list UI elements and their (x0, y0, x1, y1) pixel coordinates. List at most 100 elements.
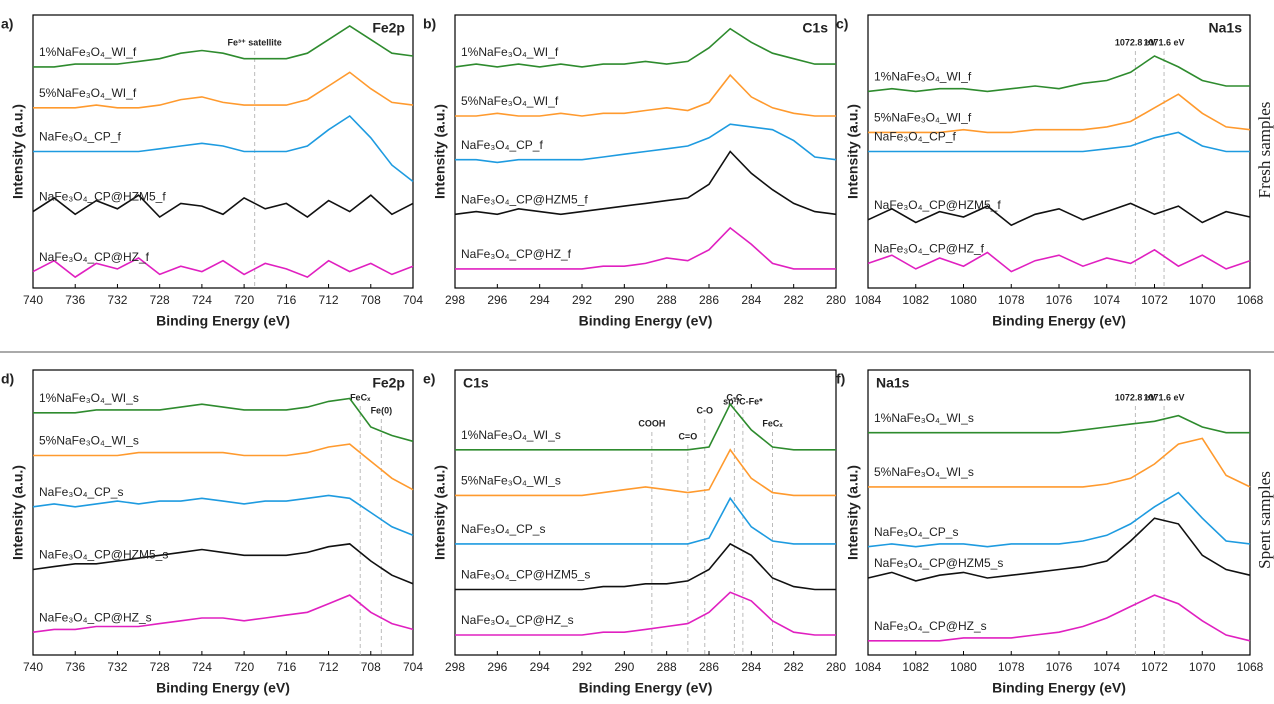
y-axis-label: Intensity (a.u.) (432, 104, 448, 199)
x-tick-label: 724 (192, 293, 212, 307)
element-label: Fe2p (372, 375, 405, 391)
series-label: NaFe₃O₄_CP@HZM5_s (874, 556, 1003, 570)
x-tick-label: 282 (784, 293, 804, 307)
series-label: NaFe₃O₄_CP_f (874, 130, 956, 144)
series-label: NaFe₃O₄_CP@HZ_s (39, 610, 152, 624)
spectrum-line (33, 114, 414, 183)
annotation: C-O (697, 405, 714, 415)
x-tick-label: 282 (784, 660, 804, 674)
spectrum-line (867, 248, 1251, 273)
annotation: 1072.8 eV (1115, 37, 1156, 47)
spectrum-line (867, 491, 1251, 548)
x-tick-label: 1076 (1046, 660, 1073, 674)
panel-label: e) (423, 371, 435, 387)
x-tick-label: 708 (361, 660, 381, 674)
spectrum-line (868, 93, 1251, 134)
x-tick-label: 1072 (1141, 660, 1168, 674)
x-tick-label: 1084 (855, 660, 882, 674)
annotation: 1072.8 eV (1115, 392, 1156, 402)
series-label: NaFe₃O₄_CP@HZ_s (461, 613, 574, 627)
spectrum-line (32, 494, 414, 537)
annotation: sp²/C-Fe* (723, 396, 763, 406)
x-tick-label: 1070 (1189, 660, 1216, 674)
spectrum-line (868, 131, 1250, 153)
x-tick-label: 712 (319, 660, 339, 674)
spectrum-line (32, 194, 414, 219)
y-axis-label: Intensity (a.u.) (10, 465, 26, 560)
series-label: 5%NaFe₃O₄_WI_s (39, 434, 139, 448)
series-label: 1%NaFe₃O₄_WI_s (39, 391, 139, 405)
annotation: FeCₓ (762, 418, 783, 428)
x-tick-label: 704 (403, 293, 423, 307)
x-tick-label: 728 (150, 293, 170, 307)
element-label: Na1s (1209, 20, 1243, 36)
element-label: C1s (463, 375, 489, 391)
x-tick-label: 728 (150, 660, 170, 674)
x-tick-label: 286 (699, 660, 719, 674)
x-tick-label: 1078 (998, 660, 1025, 674)
side-label: Fresh samples (1255, 102, 1274, 199)
series-label: 1%NaFe₃O₄_WI_f (874, 70, 972, 84)
series-label: 5%NaFe₃O₄_WI_s (874, 465, 974, 479)
spectrum-line (455, 542, 836, 591)
x-axis-label: Binding Energy (eV) (156, 313, 290, 329)
x-tick-label: 704 (403, 660, 423, 674)
annotation: COOH (638, 418, 665, 428)
plot-frame (32, 369, 414, 656)
x-tick-label: 1074 (1093, 660, 1120, 674)
series-label: 5%NaFe₃O₄_WI_f (461, 94, 559, 108)
series-label: NaFe₃O₄_CP@HZ_f (874, 242, 985, 256)
y-axis-label: Intensity (a.u.) (845, 465, 861, 560)
x-tick-label: 298 (445, 293, 465, 307)
series-label: NaFe₃O₄_CP_f (39, 130, 121, 144)
x-tick-label: 716 (276, 660, 296, 674)
annotation: C=O (678, 431, 697, 441)
x-tick-label: 286 (699, 293, 719, 307)
series-label: 1%NaFe₃O₄_WI_f (39, 45, 137, 59)
spectrum-line (455, 123, 837, 164)
annotation: 1071.6 eV (1144, 392, 1185, 402)
x-tick-label: 732 (107, 293, 127, 307)
x-tick-label: 740 (23, 660, 43, 674)
x-tick-label: 712 (319, 293, 339, 307)
x-tick-label: 724 (192, 660, 212, 674)
series-label: NaFe₃O₄_CP_s (39, 485, 123, 499)
x-tick-label: 736 (65, 293, 85, 307)
x-tick-label: 284 (741, 660, 761, 674)
spectrum-line (868, 594, 1251, 642)
x-axis-label: Binding Energy (eV) (579, 313, 713, 329)
series-label: 1%NaFe₃O₄_WI_f (461, 45, 559, 59)
x-tick-label: 708 (361, 293, 381, 307)
x-axis-label: Binding Energy (eV) (156, 680, 290, 696)
x-tick-label: 288 (657, 660, 677, 674)
series-label: NaFe₃O₄_CP_s (874, 525, 958, 539)
spectrum-line (867, 517, 1251, 582)
x-tick-label: 1078 (998, 293, 1025, 307)
spectrum-line (868, 437, 1251, 488)
x-axis-label: Binding Energy (eV) (992, 680, 1126, 696)
y-axis-label: Intensity (a.u.) (432, 465, 448, 560)
x-tick-label: 1074 (1093, 293, 1120, 307)
spectrum-line (867, 202, 1251, 227)
x-tick-label: 294 (530, 660, 550, 674)
x-tick-label: 732 (107, 660, 127, 674)
series-label: NaFe₃O₄_CP@HZ_f (461, 247, 572, 261)
panel-label: c) (836, 16, 848, 32)
x-tick-label: 296 (487, 660, 507, 674)
x-tick-label: 1076 (1046, 293, 1073, 307)
x-tick-label: 280 (826, 660, 846, 674)
spectrum-line (32, 257, 414, 279)
spectrum-line (32, 594, 414, 633)
x-tick-label: 290 (614, 660, 634, 674)
x-axis-label: Binding Energy (eV) (992, 313, 1126, 329)
x-tick-label: 290 (614, 293, 634, 307)
x-tick-label: 736 (65, 660, 85, 674)
series-label: NaFe₃O₄_CP@HZM5_f (874, 198, 1001, 212)
x-tick-label: 296 (487, 293, 507, 307)
series-label: 5%NaFe₃O₄_WI_s (461, 474, 561, 488)
spectrum-line (33, 24, 414, 68)
series-label: NaFe₃O₄_CP@HZM5_f (39, 190, 166, 204)
y-axis-label: Intensity (a.u.) (10, 104, 26, 199)
series-label: 1%NaFe₃O₄_WI_s (874, 411, 974, 425)
annotation: Fe³⁺ satellite (228, 37, 282, 47)
